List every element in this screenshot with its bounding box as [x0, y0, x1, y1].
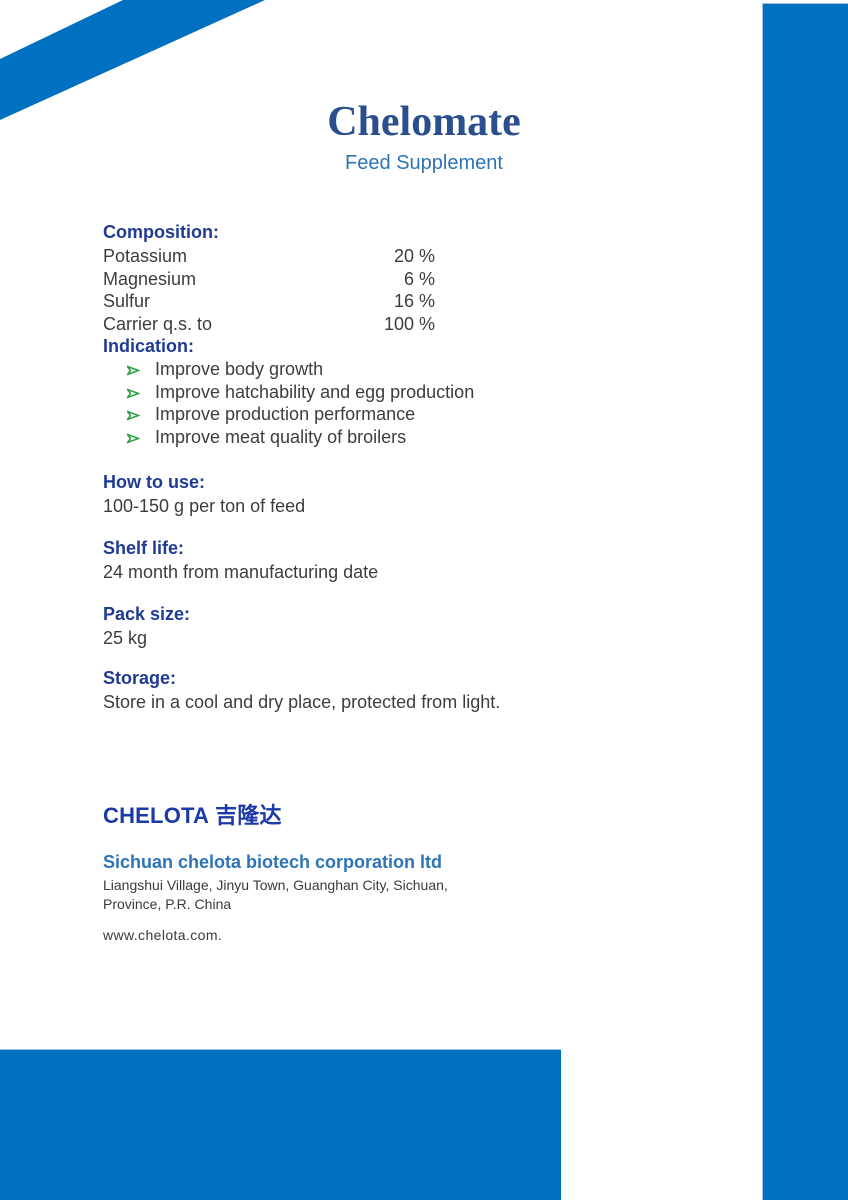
how-to-use-heading: How to use: — [103, 472, 205, 492]
storage-section: Storage: Store in a cool and dry place, … — [103, 667, 583, 714]
address-line-2: Province, P.R. China — [103, 896, 232, 912]
right-side-bar — [762, 3, 848, 1200]
arrowhead-bullet-icon — [127, 410, 140, 421]
composition-row: Carrier q.s. to 100 % — [103, 313, 435, 336]
arrowhead-bullet-icon — [127, 365, 140, 376]
storage-heading: Storage: — [103, 668, 177, 688]
composition-row: Magnesium 6 % — [103, 268, 435, 291]
list-item-text: Improve hatchability and egg production — [155, 381, 475, 402]
logo-latin-text: CHELOTA — [103, 803, 210, 828]
how-to-use-section: How to use: 100-150 g per ton of feed — [103, 471, 305, 518]
composition-row: Sulfur 16 % — [103, 290, 435, 313]
pack-size-section: Pack size: 25 kg — [103, 603, 190, 650]
ingredient-value: 100 % — [383, 314, 435, 335]
shelf-life-section: Shelf life: 24 month from manufacturing … — [103, 537, 378, 584]
product-subtitle: Feed Supplement — [345, 152, 503, 174]
list-item: Improve production performance — [127, 403, 523, 426]
list-item: Improve hatchability and egg production — [127, 381, 523, 404]
indication-list: Improve body growth Improve hatchability… — [103, 358, 523, 449]
ingredient-value: 20 % — [393, 246, 435, 266]
how-to-use-text: 100-150 g per ton of feed — [103, 496, 306, 516]
ingredient-value: 16 % — [393, 291, 435, 312]
indication-heading: Indication: — [103, 336, 194, 356]
address-line-1: Liangshui Village, Jinyu Town, Guanghan … — [103, 877, 448, 893]
composition-row: Potassium 20 % — [103, 245, 435, 268]
bottom-footer-block — [0, 1049, 561, 1200]
pack-size-text: 25 kg — [103, 628, 148, 648]
composition-section: Composition: Potassium 20 % Magnesium 6 … — [103, 221, 435, 336]
arrowhead-bullet-icon — [127, 433, 140, 444]
ingredient-label: Sulfur — [103, 291, 151, 312]
website-url: www.chelota.com. — [103, 927, 223, 943]
list-item: Improve body growth — [127, 358, 523, 381]
company-address: Liangshui Village, Jinyu Town, Guanghan … — [103, 876, 448, 914]
pack-size-heading: Pack size: — [103, 604, 191, 624]
arrowhead-bullet-icon — [127, 388, 140, 399]
ingredient-value: 6 % — [403, 268, 435, 289]
product-title: Chelomate — [327, 99, 521, 145]
company-name: Sichuan chelota biotech corporation ltd — [103, 852, 443, 872]
indication-section: Indication: Improve body growth Improve … — [103, 335, 523, 449]
composition-heading: Composition: — [103, 222, 219, 242]
ingredient-label: Potassium — [103, 246, 188, 266]
list-item: Improve meat quality of broilers — [127, 426, 523, 449]
ingredient-label: Carrier q.s. to — [103, 314, 213, 335]
storage-text: Store in a cool and dry place, protected… — [103, 692, 501, 712]
logo-chinese-text: 吉隆达 — [215, 803, 282, 828]
list-item-text: Improve production performance — [155, 404, 416, 425]
company-logo: CHELOTA 吉隆达 — [103, 803, 282, 829]
list-item-text: Improve meat quality of broilers — [155, 427, 407, 448]
shelf-life-heading: Shelf life: — [103, 538, 185, 558]
ingredient-label: Magnesium — [103, 268, 197, 289]
list-item-text: Improve body growth — [155, 359, 324, 379]
shelf-life-text: 24 month from manufacturing date — [103, 562, 379, 582]
